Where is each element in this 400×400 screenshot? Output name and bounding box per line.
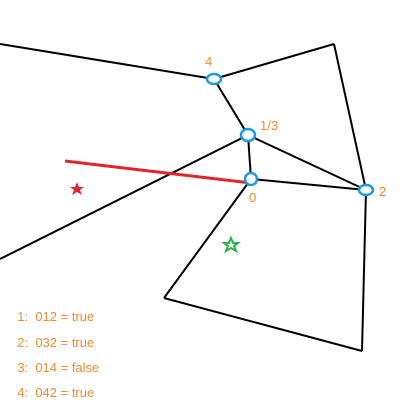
green-star-icon (221, 235, 241, 254)
vertex-2[interactable] (357, 183, 375, 197)
edge-bottom-right-to-v2 (361, 189, 367, 352)
legend-text: 012 = true (35, 309, 95, 324)
edge-v13-to-v2 (247, 134, 367, 191)
red-ray (64, 159, 252, 185)
legend-text: 032 = true (35, 335, 95, 350)
vertex-label-2: 2 (379, 184, 386, 199)
edge-v13-to-left-bottom (0, 134, 249, 260)
legend-item-2: 2: 032 = true (17, 335, 95, 350)
vertex-label-0: 0 (249, 190, 256, 205)
edges (0, 43, 367, 352)
edge-bottom-left-to-bottom-right (163, 297, 363, 352)
legend-text: 042 = true (35, 385, 95, 400)
edge-left-to-v4 (0, 43, 215, 80)
edge-v4-to-v13 (213, 78, 249, 136)
vertex-1-3[interactable] (239, 127, 257, 143)
edge-v13-to-v0 (247, 134, 252, 180)
legend-item-1: 1: 012 = true (17, 309, 95, 324)
edge-v0-to-v2 (250, 178, 367, 191)
vertex-label-1-3: 1/3 (260, 118, 278, 133)
legend-number: 3 (17, 360, 25, 375)
legend-text: 014 = false (35, 360, 100, 375)
vertex-label-4: 4 (205, 54, 212, 69)
legend-number: 1 (17, 309, 25, 324)
edge-v4-to-top-right (213, 43, 335, 80)
legend-item-3: 3: 014 = false (17, 360, 100, 375)
edge-top-right-to-v2 (333, 43, 367, 191)
legend-number: 4 (17, 385, 25, 400)
edge-v0-to-bottom-left (163, 178, 252, 299)
legend-item-4: 4: 042 = true (17, 385, 95, 400)
legend-number: 2 (17, 335, 25, 350)
vertices (205, 72, 375, 197)
vertex-4[interactable] (205, 72, 223, 86)
vertex-0[interactable] (243, 171, 259, 187)
red-star-icon (70, 182, 84, 195)
